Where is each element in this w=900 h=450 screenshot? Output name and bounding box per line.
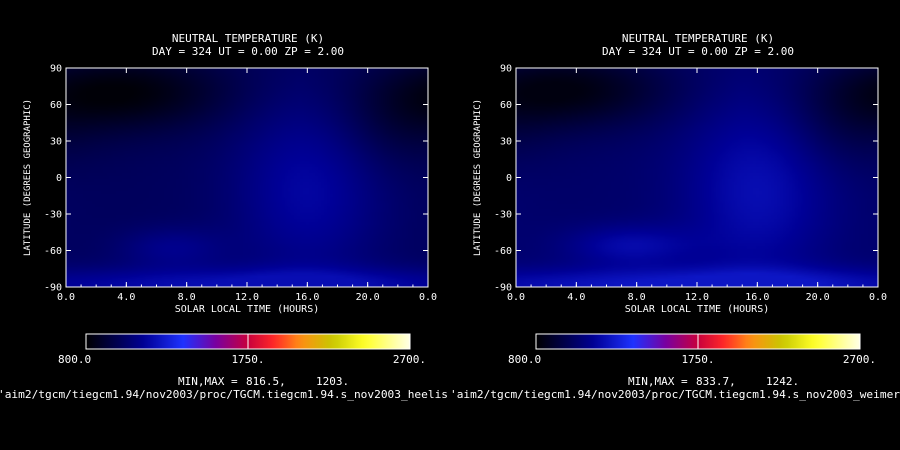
y-tick-label: 60	[500, 100, 512, 111]
max-value: 1203.	[316, 375, 349, 388]
x-tick-label: 16.0	[745, 292, 769, 303]
minmax-label: MIN,MAX =	[178, 375, 238, 388]
x-tick-label: 8.0	[178, 292, 196, 303]
y-tick-label: -30	[44, 210, 62, 221]
x-axis-label: SOLAR LOCAL TIME (HOURS)	[175, 304, 320, 315]
colorbar-mid-label: 1750.	[681, 353, 714, 366]
x-tick-label: 0.0	[57, 292, 75, 303]
x-tick-label: 4.0	[567, 292, 585, 303]
x-tick-label: 0.0	[869, 292, 887, 303]
colorbar-min-label: 800.0	[508, 353, 541, 366]
chart-subtitle: DAY = 324 UT = 0.00 ZP = 2.00	[602, 45, 794, 58]
min-value: 816.5,	[246, 375, 286, 388]
x-tick-label: 0.0	[507, 292, 525, 303]
max-value: 1242.	[766, 375, 799, 388]
y-tick-label: 30	[500, 137, 512, 148]
colorbar-min-label: 800.0	[58, 353, 91, 366]
colorbar-max-label: 2700.	[843, 353, 876, 366]
colorbar-max-label: 2700.	[393, 353, 426, 366]
chart-title: NEUTRAL TEMPERATURE (K)	[172, 32, 324, 45]
y-tick-label: 30	[50, 137, 62, 148]
y-tick-label: 0	[56, 173, 62, 184]
x-tick-label: 12.0	[235, 292, 259, 303]
x-tick-label: 8.0	[628, 292, 646, 303]
y-tick-label: 90	[50, 64, 62, 75]
minmax-label: MIN,MAX =	[628, 375, 688, 388]
source-path: 'aim2/tgcm/tiegcm1.94/nov2003/proc/TGCM.…	[450, 389, 900, 401]
min-value: 833.7,	[696, 375, 736, 388]
heatmap-field	[516, 68, 878, 287]
x-tick-label: 20.0	[806, 292, 830, 303]
y-tick-label: -30	[494, 210, 512, 221]
x-tick-label: 20.0	[356, 292, 380, 303]
source-path: 'aim2/tgcm/tiegcm1.94/nov2003/proc/TGCM.…	[0, 389, 448, 401]
colorbar-mid-label: 1750.	[231, 353, 264, 366]
y-tick-label: -90	[44, 283, 62, 294]
y-tick-label: -60	[494, 246, 512, 257]
heatmap-field	[66, 68, 428, 287]
y-tick-label: -90	[494, 283, 512, 294]
y-tick-label: 0	[506, 173, 512, 184]
chart-title: NEUTRAL TEMPERATURE (K)	[622, 32, 774, 45]
y-axis-label: LATITUDE (DEGREES GEOGRAPHIC)	[23, 99, 33, 256]
y-tick-label: 60	[50, 100, 62, 111]
x-tick-label: 12.0	[685, 292, 709, 303]
x-axis-label: SOLAR LOCAL TIME (HOURS)	[625, 304, 770, 315]
chart-panel-1: NEUTRAL TEMPERATURE (K)DAY = 324 UT = 0.…	[0, 32, 448, 401]
x-tick-label: 16.0	[295, 292, 319, 303]
chart-subtitle: DAY = 324 UT = 0.00 ZP = 2.00	[152, 45, 344, 58]
chart-panel-2: NEUTRAL TEMPERATURE (K)DAY = 324 UT = 0.…	[450, 32, 900, 401]
x-tick-label: 4.0	[117, 292, 135, 303]
y-tick-label: 90	[500, 64, 512, 75]
x-tick-label: 0.0	[419, 292, 437, 303]
y-tick-label: -60	[44, 246, 62, 257]
y-axis-label: LATITUDE (DEGREES GEOGRAPHIC)	[473, 99, 483, 256]
